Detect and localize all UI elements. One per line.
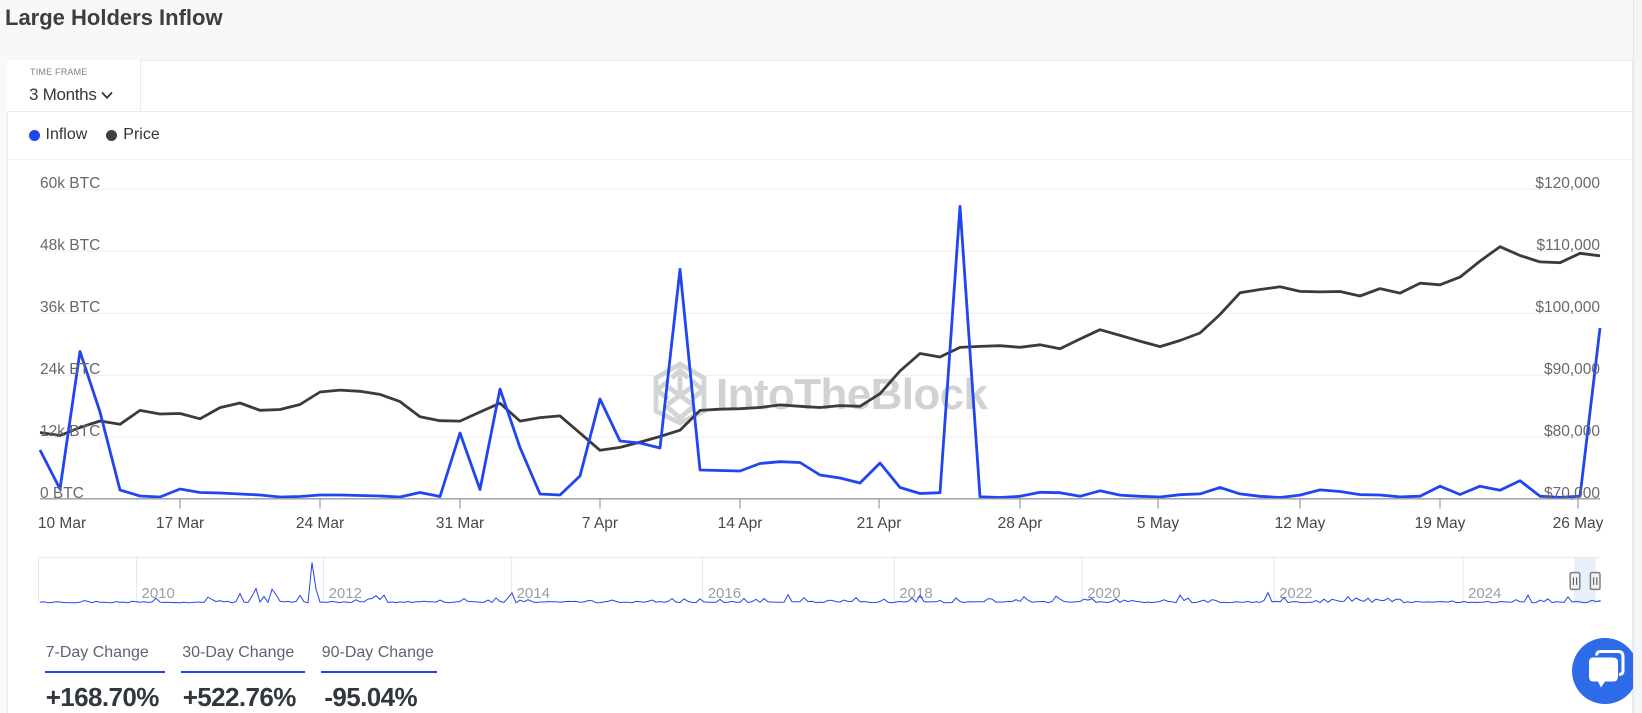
svg-text:2012: 2012 [329, 585, 362, 602]
svg-text:$70,000: $70,000 [1544, 485, 1600, 502]
svg-text:19 May: 19 May [1415, 515, 1466, 532]
svg-text:$80,000: $80,000 [1544, 423, 1600, 440]
svg-text:$120,000: $120,000 [1535, 175, 1600, 192]
svg-text:60k BTC: 60k BTC [40, 175, 100, 192]
svg-text:$110,000: $110,000 [1537, 237, 1601, 254]
svg-text:21 Apr: 21 Apr [857, 515, 902, 532]
svg-text:24 Mar: 24 Mar [296, 515, 344, 532]
svg-text:36k BTC: 36k BTC [40, 299, 100, 316]
svg-text:0 BTC: 0 BTC [40, 485, 84, 502]
svg-text:2018: 2018 [899, 585, 932, 602]
svg-text:12k BTC: 12k BTC [40, 423, 100, 440]
svg-text:24k BTC: 24k BTC [40, 361, 100, 378]
svg-text:28 Apr: 28 Apr [998, 515, 1043, 532]
svg-text:2010: 2010 [142, 585, 175, 602]
svg-text:2016: 2016 [708, 585, 741, 602]
svg-text:10 Mar: 10 Mar [38, 515, 86, 532]
svg-text:5 May: 5 May [1137, 515, 1179, 532]
svg-text:48k BTC: 48k BTC [40, 237, 100, 254]
svg-text:IntoTheBlock: IntoTheBlock [716, 370, 989, 419]
svg-text:17 Mar: 17 Mar [156, 515, 204, 532]
svg-text:2024: 2024 [1468, 585, 1501, 602]
svg-text:12 May: 12 May [1275, 515, 1326, 532]
svg-text:$100,000: $100,000 [1535, 299, 1600, 316]
svg-text:31 Mar: 31 Mar [436, 515, 484, 532]
svg-text:26 May: 26 May [1553, 515, 1604, 532]
svg-text:$90,000: $90,000 [1544, 361, 1600, 378]
svg-text:2014: 2014 [517, 585, 550, 602]
svg-text:7 Apr: 7 Apr [582, 515, 618, 532]
svg-text:2020: 2020 [1087, 585, 1120, 602]
svg-text:2022: 2022 [1279, 585, 1312, 602]
svg-text:14 Apr: 14 Apr [718, 515, 763, 532]
